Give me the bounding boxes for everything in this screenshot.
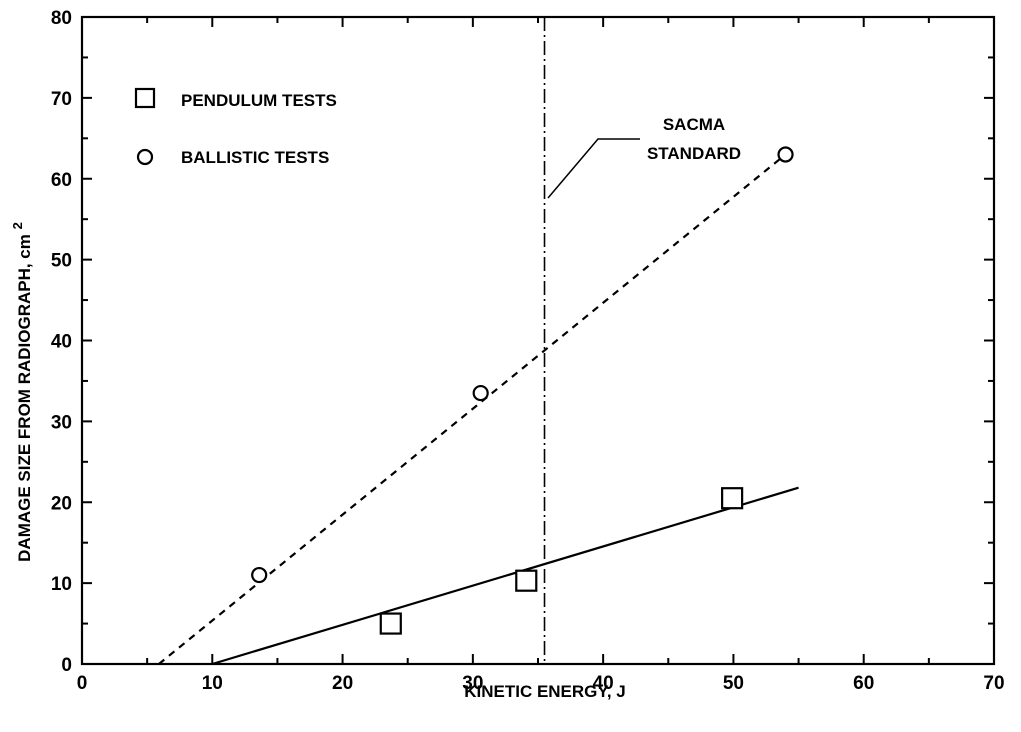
ballistic-fit-line: [158, 153, 787, 665]
y-tick-label: 30: [51, 412, 72, 433]
tick-labels-layer: 0 10 20 30 40 50 60 70 0 10 20 30 40 50 60 70 80: [51, 8, 1005, 694]
y-tick-label: 70: [51, 89, 72, 110]
y-axis-title-text: DAMAGE SIZE FROM RADIOGRAPH, cm: [15, 234, 34, 562]
ballistic-data-point: [777, 146, 794, 163]
sacma-label-line-1: SACMA: [663, 115, 725, 134]
pendulum-data-point: [379, 612, 402, 635]
legend-label-pendulum: PENDULUM TESTS: [181, 91, 337, 110]
x-axis-title: KINETIC ENERGY, J: [464, 682, 626, 701]
y-tick-label: 20: [51, 493, 72, 514]
x-tick-label: 60: [853, 673, 874, 694]
y-tick-label: 80: [51, 8, 72, 29]
x-tick-label: 30: [462, 673, 483, 694]
sacma-leader-line: [547, 138, 640, 199]
x-tick-label: 10: [202, 673, 223, 694]
y-axis-title: DAMAGE SIZE FROM RADIOGRAPH, cm 2: [10, 222, 34, 562]
legend: PENDULUM TESTS BALLISTIC TESTS: [134, 87, 337, 167]
y-tick-label: 40: [51, 332, 72, 353]
ticks-layer: [81, 16, 995, 665]
x-tick-label: 70: [983, 673, 1004, 694]
y-tick-label: 50: [51, 251, 72, 272]
legend-label-ballistic: BALLISTIC TESTS: [181, 148, 329, 167]
x-tick-label: 20: [332, 673, 353, 694]
x-tick-label: 50: [723, 673, 744, 694]
x-tick-label: 0: [77, 673, 88, 694]
y-axis-title-superscript: 2: [10, 222, 25, 229]
y-tick-label: 0: [61, 655, 72, 676]
ballistic-data-point: [472, 384, 489, 402]
y-axis-title-group: DAMAGE SIZE FROM RADIOGRAPH, cm 2: [10, 222, 34, 562]
sacma-label-line-2: STANDARD: [647, 144, 741, 163]
legend-circle-marker-icon: [136, 148, 154, 166]
pendulum-data-point: [515, 569, 538, 592]
ballistic-data-point: [251, 566, 268, 584]
y-tick-label: 60: [51, 170, 72, 191]
legend-square-marker-icon: [134, 87, 156, 109]
points-layer: [251, 146, 794, 635]
pendulum-data-point: [721, 487, 744, 510]
y-tick-label: 10: [51, 574, 72, 595]
pendulum-fit-line: [211, 486, 799, 666]
sacma-annotation: SACMA STANDARD: [547, 115, 741, 199]
x-tick-label: 40: [593, 673, 614, 694]
